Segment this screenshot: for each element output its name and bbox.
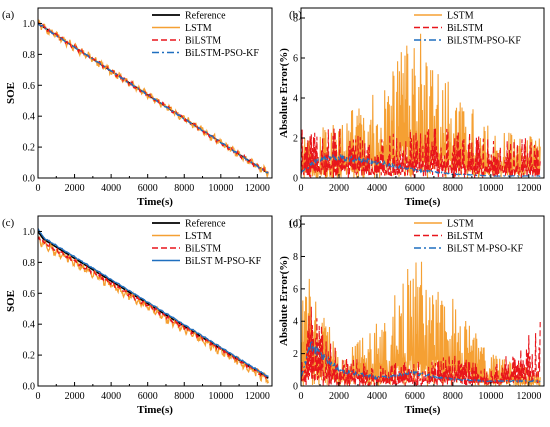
panel-label: (b): [289, 9, 302, 21]
legend-entry-label: Reference: [185, 11, 226, 22]
x-tick-label: 0: [299, 183, 304, 194]
x-axis-label: Time(s): [137, 404, 173, 416]
legend-entry-label: BiLST M-PSO-KF: [185, 256, 262, 267]
x-axis-label: Time(s): [137, 196, 173, 208]
x-tick-label: 8000: [443, 391, 463, 402]
chart-panel-b: 0 2000 4000 6000 8000 10000 12000 0 2 4 6 8 Time(s) A…: [278, 7, 545, 208]
x-tick-label: 12000: [245, 183, 270, 194]
series-line-bilstm-pso-kf: [301, 153, 541, 177]
chart-panel-c: 0 2000 4000 6000 8000 10000 12000 0.0 0.2 0.4 0.6 0…: [2, 215, 273, 416]
x-tick-label: 0: [36, 183, 41, 194]
series-line-bilst-m-pso-kf: [301, 340, 541, 383]
y-tick-label: 10: [288, 220, 298, 231]
legend-entry-label: Reference: [185, 219, 226, 230]
y-tick-label: 0.8: [23, 50, 36, 61]
legend-entry-label: LSTM: [185, 231, 212, 242]
x-tick-label: 8000: [174, 183, 194, 194]
y-axis-label: SOE: [5, 82, 17, 104]
x-tick-label: 10000: [478, 391, 503, 402]
x-tick-label: 8000: [174, 391, 194, 402]
legend-entry-label: BiLSTM: [447, 23, 483, 34]
x-tick-label: 0: [36, 391, 41, 402]
y-tick-label: 0.4: [23, 112, 36, 123]
x-tick-label: 2000: [329, 391, 349, 402]
legend-entry-label: BiLSTM-PSO-KF: [185, 48, 259, 59]
legend-entry-label: LSTM: [447, 219, 474, 230]
y-tick-label: 0.6: [23, 81, 36, 92]
plot-frame: [37, 215, 273, 387]
plot-frame: [300, 7, 545, 179]
legend-entry-label: BiLSTM: [447, 231, 483, 242]
y-tick-label: 1.0: [23, 19, 36, 30]
chart-panel-a: 0 2000 4000 6000 8000 10000 12000 0.0 0.2 0.4 0.6 0…: [2, 7, 273, 208]
y-tick-label: 8: [293, 14, 298, 25]
x-tick-label: 2000: [65, 183, 85, 194]
legend-entry-label: LSTM: [185, 23, 212, 34]
series-line-bilstm: [301, 306, 541, 386]
x-tick-label: 2000: [65, 391, 85, 402]
y-tick-label: 8: [293, 252, 298, 263]
x-tick-label: 8000: [443, 183, 463, 194]
y-axis-label: Absolute Error(%): [278, 48, 290, 138]
y-axis-label: Absolute Error(%): [278, 256, 290, 346]
x-tick-label: 6000: [138, 391, 158, 402]
y-tick-label: 2: [293, 134, 298, 145]
x-tick-label: 12000: [516, 391, 541, 402]
y-tick-label: 0.2: [23, 351, 36, 362]
y-tick-label: 0.0: [23, 174, 36, 185]
panel-label: (d): [289, 217, 302, 229]
legend-entry-label: BiLSTM: [185, 244, 221, 255]
y-tick-label: 2: [293, 349, 298, 360]
x-tick-label: 4000: [367, 183, 387, 194]
x-tick-label: 4000: [101, 183, 121, 194]
x-axis-label: Time(s): [405, 404, 441, 416]
x-tick-label: 4000: [367, 391, 387, 402]
y-tick-label: 0.2: [23, 143, 36, 154]
y-tick-label: 0.0: [23, 382, 36, 393]
legend-entry-label: BiLSTM-PSO-KF: [447, 36, 521, 47]
series-line-bilstm: [38, 236, 269, 381]
y-tick-label: 0.6: [23, 289, 36, 300]
x-tick-label: 2000: [329, 183, 349, 194]
y-tick-label: 0: [293, 382, 298, 393]
x-axis-label: Time(s): [405, 196, 441, 208]
series-line-bilstm: [301, 128, 541, 178]
y-tick-label: 6: [293, 54, 298, 65]
y-tick-label: 4: [293, 317, 298, 328]
x-tick-label: 6000: [138, 183, 158, 194]
series-line-bilst-m-pso-kf: [38, 228, 269, 378]
x-tick-label: 4000: [101, 391, 121, 402]
x-tick-label: 12000: [245, 391, 270, 402]
y-tick-label: 4: [293, 94, 298, 105]
x-tick-label: 0: [299, 391, 304, 402]
plot-frame: [300, 215, 545, 387]
y-axis-label: SOE: [5, 290, 17, 312]
plot-frame: [37, 7, 273, 179]
legend-entry-label: BiLSTM: [185, 36, 221, 47]
x-tick-label: 10000: [208, 391, 233, 402]
y-tick-label: 6: [293, 284, 298, 295]
legend-entry-label: LSTM: [447, 11, 474, 22]
series-line-bilstm-pso-kf: [38, 22, 269, 174]
chart-panel-d: 0 2000 4000 6000 8000 10000 12000 0 2 4 6 8 10 Time(s…: [278, 215, 545, 416]
x-tick-label: 10000: [208, 183, 233, 194]
y-tick-label: 0.4: [23, 320, 36, 331]
x-tick-label: 6000: [405, 391, 425, 402]
x-tick-label: 12000: [516, 183, 541, 194]
panel-label: (a): [2, 9, 15, 21]
panel-label: (c): [2, 217, 15, 229]
x-tick-label: 6000: [405, 183, 425, 194]
x-tick-label: 10000: [478, 183, 503, 194]
y-tick-label: 1.0: [23, 227, 36, 238]
legend-entry-label: BiLST M-PSO-KF: [447, 244, 524, 255]
y-tick-label: 0: [293, 174, 298, 185]
y-tick-label: 0.8: [23, 258, 36, 269]
